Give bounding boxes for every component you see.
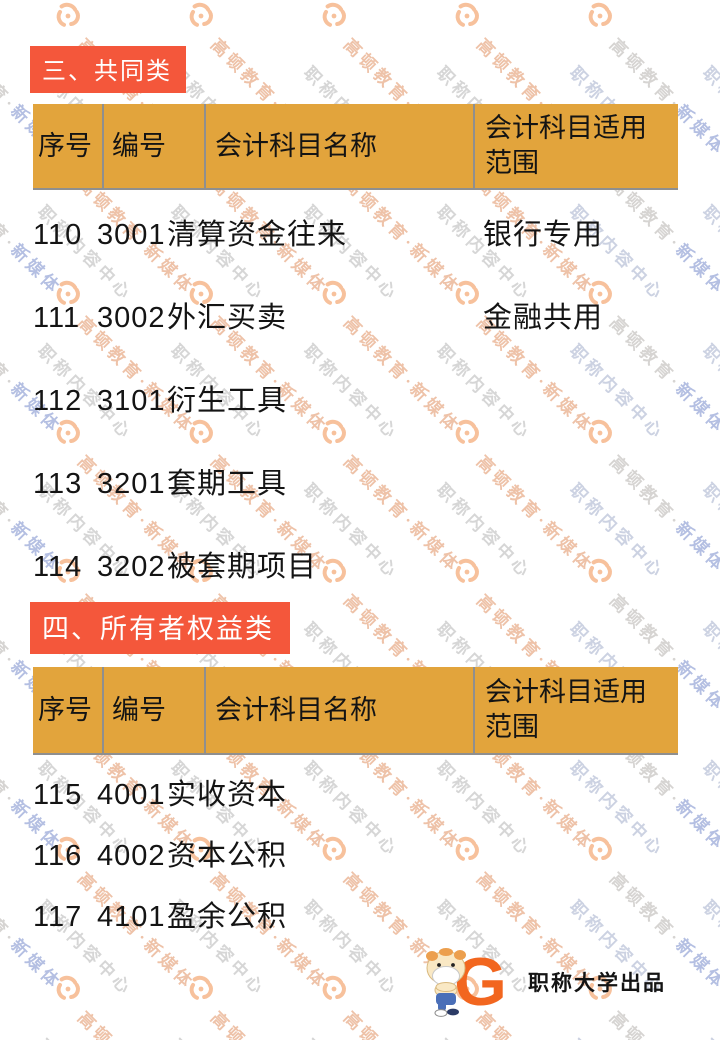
- cell-code: 3101: [97, 385, 166, 417]
- cell-name: 外汇买卖: [167, 302, 288, 334]
- column-header-name: 会计科目名称: [204, 104, 473, 188]
- cell-no: 114: [33, 551, 83, 583]
- watermark-center-text: 职称内容中心: [698, 480, 720, 583]
- cell-code: 3002: [97, 302, 166, 334]
- cell-code: 4101: [97, 901, 166, 933]
- cell-no: 113: [33, 468, 83, 500]
- gaodun-flame-icon: [318, 973, 350, 1005]
- column-header-no: 序号: [38, 130, 92, 161]
- section-4-table: 序号 编号 会计科目名称 会计科目适用范围 115 4001 实收资本 116 …: [33, 667, 678, 963]
- cell-no: 115: [33, 779, 83, 811]
- cell-scope: 银行专用: [483, 219, 604, 251]
- cell-no: 117: [33, 901, 83, 933]
- column-header-name: 会计科目名称: [204, 667, 473, 753]
- watermark-brand-text: 高顿教育·新媒体: [0, 1005, 69, 1040]
- watermark-center-text: 职称内容中心: [432, 1033, 539, 1040]
- table-body: 110 3001 清算资金往来 银行专用 111 3002 外汇买卖 金融共用 …: [33, 190, 678, 635]
- section-3-badge: 三、共同类: [30, 46, 186, 93]
- column-header-code: 编号: [102, 104, 204, 188]
- table-row: 111 3002 外汇买卖 金融共用: [33, 303, 678, 386]
- cell-no: 110: [33, 219, 83, 251]
- cell-name: 衍生工具: [167, 385, 288, 417]
- watermark-center-text: 职称内容中心: [698, 897, 720, 1000]
- publisher-text: 职称大学出品: [528, 972, 666, 995]
- publisher-logo: G 职称大学出品: [424, 946, 666, 1018]
- cell-name: 清算资金往来: [167, 219, 348, 251]
- gaodun-flame-icon: [52, 973, 84, 1005]
- cell-no: 112: [33, 385, 83, 417]
- watermark-brand-text: 高顿教育·新媒体: [73, 1005, 201, 1040]
- watermark-center-text: 职称内容中心: [0, 619, 4, 722]
- cell-code: 4001: [97, 779, 166, 811]
- watermark-center-text: 职称内容中心: [698, 758, 720, 861]
- section-3-table: 序号 编号 会计科目名称 会计科目适用范围 110 3001 清算资金往来 银行…: [33, 104, 678, 635]
- watermark-center-text: 职称内容中心: [698, 202, 720, 305]
- cell-code: 3201: [97, 468, 166, 500]
- watermark-center-text: 职称内容中心: [0, 341, 4, 444]
- column-header-scope: 会计科目适用范围: [473, 667, 678, 753]
- gaodun-flame-icon: [318, 0, 350, 32]
- column-header-scope: 会计科目适用范围: [473, 104, 678, 188]
- watermark-center-text: 职称内容中心: [0, 758, 4, 861]
- cell-name: 套期工具: [167, 468, 288, 500]
- watermark-center-text: 职称内容中心: [565, 1033, 672, 1040]
- watermark-center-text: 职称内容中心: [0, 202, 4, 305]
- gaodun-flame-icon: [52, 0, 84, 32]
- mascot-g-logo-icon: G: [426, 946, 507, 1018]
- watermark-center-text: 职称内容中心: [33, 1033, 140, 1040]
- cell-code: 4002: [97, 840, 166, 872]
- watermark-center-text: 职称内容中心: [0, 897, 4, 1000]
- table-row: 113 3201 套期工具: [33, 469, 678, 552]
- cell-scope: 金融共用: [483, 302, 604, 334]
- cell-code: 3202: [97, 551, 166, 583]
- gaodun-flame-icon: [185, 973, 217, 1005]
- cell-name: 资本公积: [167, 840, 288, 872]
- watermark-center-text: 职称内容中心: [299, 1033, 406, 1040]
- column-header-code: 编号: [102, 667, 204, 753]
- cell-no: 116: [33, 840, 83, 872]
- table-body: 115 4001 实收资本 116 4002 资本公积 117 4101 盈余公…: [33, 755, 678, 963]
- table-header-row: 序号 编号 会计科目名称 会计科目适用范围: [33, 104, 678, 190]
- watermark-center-text: 职称内容中心: [0, 63, 4, 166]
- table-row: 114 3202 被套期项目: [33, 552, 678, 635]
- watermark-center-text: 职称内容中心: [698, 619, 720, 722]
- cell-name: 盈余公积: [167, 901, 288, 933]
- section-4-badge: 四、所有者权益类: [30, 602, 290, 654]
- mascot-hamster-icon: [426, 948, 466, 1017]
- watermark-center-text: 职称内容中心: [166, 1033, 273, 1040]
- cell-code: 3001: [97, 219, 166, 251]
- column-header-no: 序号: [38, 694, 92, 725]
- table-row: 115 4001 实收资本: [33, 780, 678, 841]
- gaodun-flame-icon: [584, 0, 616, 32]
- cell-name: 被套期项目: [167, 551, 318, 583]
- table-header-row: 序号 编号 会计科目名称 会计科目适用范围: [33, 667, 678, 755]
- table-row: 116 4002 资本公积: [33, 841, 678, 902]
- gaodun-flame-icon: [185, 0, 217, 32]
- cell-no: 111: [33, 302, 81, 334]
- watermark-center-text: 职称内容中心: [0, 480, 4, 583]
- watermark-center-text: 职称内容中心: [0, 1033, 7, 1040]
- table-row: 117 4101 盈余公积: [33, 902, 678, 963]
- watermark-brand-text: 高顿教育·新媒体: [206, 1005, 334, 1040]
- table-row: 112 3101 衍生工具: [33, 386, 678, 469]
- watermark-center-text: 职称内容中心: [698, 341, 720, 444]
- watermark-center-text: 职称内容中心: [698, 1033, 720, 1040]
- gaodun-flame-icon: [451, 0, 483, 32]
- watermark-center-text: 职称内容中心: [698, 63, 720, 166]
- table-row: 110 3001 清算资金往来 银行专用: [33, 220, 678, 303]
- cell-name: 实收资本: [167, 779, 288, 811]
